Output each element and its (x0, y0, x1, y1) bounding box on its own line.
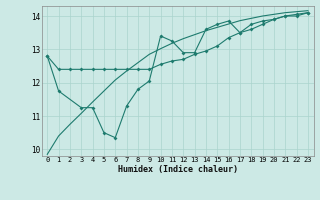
X-axis label: Humidex (Indice chaleur): Humidex (Indice chaleur) (118, 165, 237, 174)
